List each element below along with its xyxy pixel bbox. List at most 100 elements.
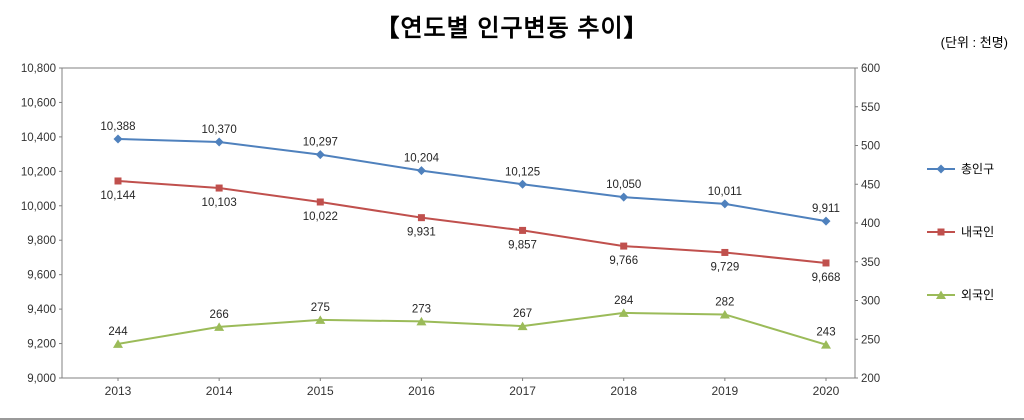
legend-item-total-population: 총인구 <box>926 160 994 177</box>
triangle-marker-icon <box>719 309 730 319</box>
data-label: 9,911 <box>812 203 840 215</box>
left-axis-tick-label: 10,800 <box>21 63 56 75</box>
triangle-marker-icon <box>315 315 326 324</box>
diamond-marker-icon <box>315 150 325 160</box>
right-axis-tick-label: 200 <box>861 373 880 385</box>
data-label: 284 <box>614 295 634 307</box>
series-total-population: 10,388 10,370 10,297 10,204 10,125 10,050 10,0… <box>100 121 840 226</box>
triangle-marker-icon <box>113 339 123 348</box>
chart-title: 【연도별 인구변동 추이】 <box>375 15 649 42</box>
data-label: 10,144 <box>100 190 136 202</box>
square-marker-icon <box>519 226 527 234</box>
right-axis-tick-label: 450 <box>861 179 880 191</box>
chart-svg: 10,800 10,600 10,400 10,200 10,000 9,800 9,600… <box>21 63 880 398</box>
square-legend-swatch-icon <box>927 228 955 235</box>
data-label: 282 <box>715 296 734 308</box>
series-nationals: 10,144 10,103 10,022 9,931 9,857 9,766 9,729 9,… <box>100 177 841 284</box>
square-marker-icon <box>114 177 122 185</box>
square-marker-icon <box>215 184 223 192</box>
diamond-marker-icon <box>113 134 123 144</box>
data-label: 10,022 <box>303 211 338 223</box>
legend-item-nationals: 내국인 <box>926 223 994 240</box>
data-label: 243 <box>816 327 835 339</box>
left-axis-tick-label: 9,600 <box>27 270 56 282</box>
series-line <box>117 311 827 346</box>
triangle-marker-icon <box>821 340 831 349</box>
left-axis-tick-label: 9,800 <box>27 235 56 247</box>
triangle-legend-swatch-icon <box>927 290 955 299</box>
bottom-divider <box>0 418 1024 420</box>
triangle-marker-icon <box>517 321 528 331</box>
data-label: 244 <box>108 326 128 338</box>
legend-label: 내국인 <box>961 225 995 239</box>
square-marker-icon <box>417 214 425 222</box>
data-label: 10,388 <box>100 121 135 133</box>
triangle-marker-icon <box>936 290 946 299</box>
left-axis-tick-label: 9,200 <box>27 339 56 351</box>
data-label: 9,729 <box>710 261 739 273</box>
series-line <box>117 179 827 264</box>
x-axis-label: 2020 <box>813 384 840 398</box>
x-axis-label: 2016 <box>408 384 435 398</box>
x-axis-label: 2014 <box>206 384 233 398</box>
triangle-marker-icon <box>416 316 427 326</box>
data-label: 10,011 <box>708 186 742 198</box>
diamond-marker-icon <box>821 216 831 226</box>
data-label: 9,668 <box>812 272 841 284</box>
square-marker-icon <box>822 259 830 267</box>
x-axis-label: 2013 <box>105 384 132 398</box>
series-foreigners: 244 266 275 273 267 284 282 243 <box>108 295 836 349</box>
series-line <box>117 137 827 223</box>
right-axis-tick-label: 250 <box>861 334 880 346</box>
x-axis-label: 2018 <box>610 384 637 398</box>
data-label: 10,103 <box>202 197 237 209</box>
unit-label: (단위 : 천명) <box>940 35 1008 50</box>
diamond-marker-icon <box>936 164 946 173</box>
left-axis-tick-label: 9,400 <box>27 304 56 316</box>
square-marker-icon <box>721 248 729 256</box>
chart-area: 10,800 10,600 10,400 10,200 10,000 9,800 9,600… <box>0 55 910 405</box>
right-axis-tick-label: 300 <box>861 296 880 308</box>
data-label: 273 <box>412 303 431 315</box>
square-marker-icon <box>620 242 628 250</box>
left-axis-tick-label: 10,600 <box>21 97 56 109</box>
right-axis-tick-label: 350 <box>861 257 880 269</box>
data-label: 10,297 <box>303 137 338 149</box>
data-label: 10,050 <box>606 179 641 191</box>
square-marker-icon <box>316 198 324 206</box>
left-axis-tick-label: 10,200 <box>21 166 56 178</box>
data-label: 9,766 <box>609 255 638 267</box>
data-label: 267 <box>513 308 532 320</box>
data-label: 266 <box>210 309 229 321</box>
right-axis-tick-label: 550 <box>861 102 880 114</box>
diamond-marker-icon <box>214 137 224 147</box>
diamond-marker-icon <box>416 166 426 176</box>
triangle-marker-icon <box>618 308 629 317</box>
square-marker-icon <box>937 228 945 235</box>
legend-label: 외국인 <box>961 288 995 302</box>
data-label: 10,370 <box>202 124 237 136</box>
data-label: 9,857 <box>508 239 537 251</box>
data-label: 10,125 <box>505 166 540 178</box>
left-axis-tick-label: 10,000 <box>21 201 56 213</box>
right-axis-tick-label: 600 <box>861 63 880 75</box>
diamond-legend-swatch-icon <box>927 164 955 173</box>
left-axis-tick-label: 10,400 <box>21 132 56 144</box>
x-axis-label: 2019 <box>712 384 739 398</box>
legend-item-foreigners: 외국인 <box>926 286 994 303</box>
right-axis-tick-label: 500 <box>861 141 880 153</box>
x-axis-label: 2015 <box>307 384 334 398</box>
right-axis-tick-label: 400 <box>861 218 880 230</box>
legend-label: 총인구 <box>961 162 995 176</box>
left-axis-tick-label: 9,000 <box>27 373 56 385</box>
data-label: 10,204 <box>404 153 440 165</box>
diamond-marker-icon <box>518 179 528 189</box>
data-label: 275 <box>311 302 330 314</box>
diamond-marker-icon <box>619 192 629 202</box>
x-axis-label: 2017 <box>509 384 536 398</box>
triangle-marker-icon <box>214 322 225 331</box>
data-label: 9,931 <box>407 227 436 239</box>
diamond-marker-icon <box>720 199 730 209</box>
